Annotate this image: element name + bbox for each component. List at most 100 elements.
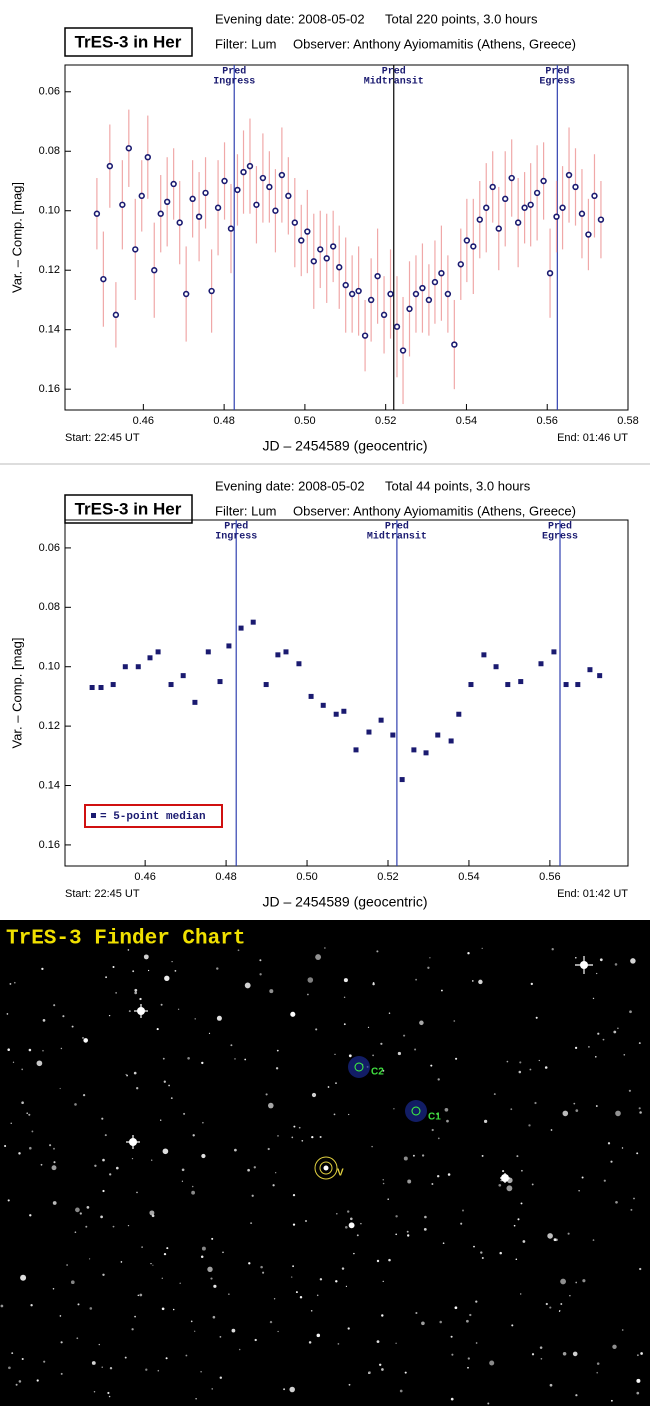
star xyxy=(549,1383,553,1387)
marker-label: Midtransit xyxy=(364,76,424,88)
star xyxy=(567,1232,570,1235)
light-curve-chart: TrES-3 in Her Evening date: 2008-05-02 Tot… xyxy=(0,11,650,465)
plot-frame xyxy=(64,64,629,411)
star xyxy=(628,1089,632,1092)
star xyxy=(575,1109,579,1112)
point xyxy=(333,711,339,717)
point xyxy=(591,192,598,200)
point xyxy=(135,664,141,670)
star xyxy=(475,1300,478,1303)
star xyxy=(592,997,595,1000)
star xyxy=(344,1225,348,1229)
star xyxy=(481,947,483,950)
star xyxy=(82,1093,86,1097)
star xyxy=(308,1341,312,1344)
c1-label: C1 xyxy=(428,1112,441,1123)
star xyxy=(423,1228,427,1231)
y-tick-label: 0.08 xyxy=(39,145,60,157)
star xyxy=(295,1291,298,1294)
star xyxy=(152,1264,154,1266)
star xyxy=(412,1154,415,1157)
point xyxy=(521,204,528,211)
star xyxy=(98,1343,100,1346)
point xyxy=(180,673,186,679)
star xyxy=(367,1026,370,1029)
info: Total 44 points, 3.0 hours xyxy=(385,478,531,493)
point xyxy=(221,177,228,185)
star xyxy=(471,980,474,982)
star xyxy=(12,1061,15,1063)
star xyxy=(208,1032,211,1035)
star xyxy=(194,1330,196,1332)
star xyxy=(437,1137,440,1140)
star xyxy=(467,1357,470,1360)
point xyxy=(572,183,579,191)
star xyxy=(89,1307,93,1310)
star xyxy=(28,1048,32,1052)
star xyxy=(30,1304,33,1307)
point xyxy=(151,267,158,274)
star xyxy=(360,1222,362,1225)
star xyxy=(466,1319,469,1323)
point xyxy=(342,281,349,289)
x-tick-label: 0.54 xyxy=(458,871,479,883)
point xyxy=(132,246,139,253)
star xyxy=(559,1310,561,1312)
end-time: End: 01:42 UT xyxy=(557,888,628,900)
star xyxy=(77,1303,80,1306)
star xyxy=(393,1108,395,1110)
star xyxy=(337,1343,340,1345)
star xyxy=(234,1148,237,1152)
point xyxy=(168,682,174,688)
star xyxy=(21,1357,24,1361)
star xyxy=(431,1128,434,1132)
c2-label: C2 xyxy=(371,1067,384,1078)
y-tick-label: 0.10 xyxy=(39,661,60,673)
star xyxy=(551,948,554,951)
finder-chart: TrES-3 Finder Chart C2 C1 V xyxy=(0,920,650,1406)
x-tick-label: 0.56 xyxy=(537,415,558,427)
star xyxy=(397,1051,402,1056)
star xyxy=(478,979,483,985)
star xyxy=(531,1353,535,1356)
star xyxy=(134,991,138,995)
star xyxy=(599,958,603,962)
star xyxy=(613,1030,617,1034)
info: Evening date: 2008-05-02 xyxy=(215,478,365,493)
star xyxy=(74,1231,77,1233)
star xyxy=(510,1108,513,1111)
star xyxy=(150,1262,152,1265)
star xyxy=(522,1240,526,1243)
star xyxy=(51,1165,57,1171)
point xyxy=(540,177,547,185)
point xyxy=(565,171,573,179)
star xyxy=(437,1078,440,1081)
point xyxy=(393,323,401,330)
star xyxy=(202,1121,204,1124)
star xyxy=(395,1342,397,1344)
star xyxy=(549,1306,552,1309)
star xyxy=(162,1148,169,1155)
y-axis-label: Var. – Comp. [mag] xyxy=(9,637,24,748)
point xyxy=(425,296,433,304)
star xyxy=(267,1147,270,1151)
star xyxy=(52,1287,55,1290)
star xyxy=(376,1340,380,1343)
marker-label: Egress xyxy=(542,532,578,543)
star xyxy=(453,1020,456,1022)
star xyxy=(403,1034,406,1037)
star xyxy=(53,1161,56,1164)
point xyxy=(202,189,209,197)
star xyxy=(0,1304,4,1308)
star xyxy=(228,1293,230,1295)
star xyxy=(560,1303,563,1305)
star xyxy=(289,1386,295,1393)
point xyxy=(100,275,107,283)
star xyxy=(436,1174,440,1178)
point xyxy=(514,219,522,226)
star xyxy=(102,1273,105,1276)
star xyxy=(139,997,142,1001)
info: Observer: Anthony Ayiomamitis (Athens, G… xyxy=(293,36,576,51)
star xyxy=(469,1313,472,1317)
x-tick-label: 0.48 xyxy=(213,415,234,427)
